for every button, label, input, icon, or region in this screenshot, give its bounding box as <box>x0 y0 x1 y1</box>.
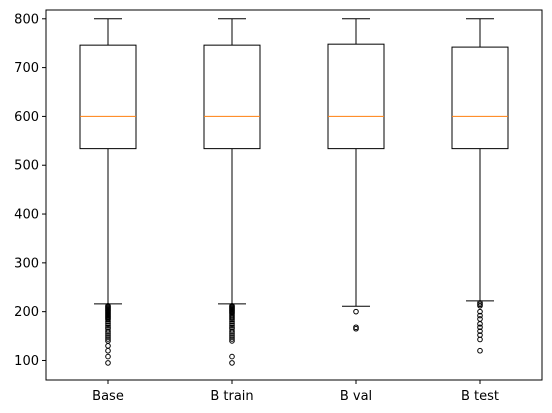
y-tick-label: 800 <box>14 12 39 27</box>
outlier-point <box>353 325 359 332</box>
outlier-point <box>229 316 235 323</box>
x-tick-label: Base <box>92 389 124 404</box>
outlier-point <box>105 336 111 342</box>
outlier-point <box>477 324 483 331</box>
iqr-box <box>203 44 261 150</box>
box-b-val <box>327 18 385 332</box>
outlier-point <box>229 353 235 360</box>
outlier-point <box>105 347 111 354</box>
outlier-point <box>105 332 111 338</box>
outlier-point <box>477 328 483 334</box>
outlier-point <box>353 308 359 315</box>
box-b-test <box>451 18 509 354</box>
outlier-point <box>477 321 483 327</box>
y-tick-label: 300 <box>14 256 39 271</box>
outlier-point <box>105 353 111 360</box>
outlier-point <box>105 318 111 325</box>
iqr-box <box>79 44 137 150</box>
outlier-point <box>229 322 235 329</box>
plot-area-frame <box>45 9 543 381</box>
boxes-layer <box>79 18 509 366</box>
x-axis: Base B train B val B test <box>92 380 499 404</box>
box-base <box>79 18 137 366</box>
outlier-point <box>229 338 235 344</box>
x-tick-label: B test <box>461 389 499 404</box>
y-tick-label: 400 <box>14 208 39 223</box>
outlier-point <box>477 308 483 315</box>
y-tick-label: 700 <box>14 61 39 76</box>
outlier-point <box>229 334 235 340</box>
outlier-point <box>477 312 483 319</box>
iqr-box <box>327 43 385 150</box>
outlier-point <box>105 316 111 323</box>
outlier-point <box>105 328 111 334</box>
outlier-point <box>229 330 235 336</box>
outlier-point <box>105 320 111 327</box>
outlier-point <box>477 303 483 309</box>
x-tick-label: B train <box>210 389 253 404</box>
x-tick-label: B val <box>340 389 372 404</box>
outlier-point <box>229 336 235 342</box>
outlier-point <box>229 332 235 338</box>
outlier-point <box>229 360 235 366</box>
y-tick-label: 200 <box>14 305 39 320</box>
outlier-point <box>229 318 235 325</box>
outlier-point <box>477 336 483 343</box>
iqr-box <box>451 46 509 150</box>
outlier-point <box>477 347 483 354</box>
outlier-point <box>105 343 111 349</box>
outlier-point <box>105 360 111 366</box>
y-axis: 100 200 300 400 500 600 700 800 <box>14 12 46 369</box>
y-tick-label: 100 <box>14 354 39 369</box>
y-tick-label: 600 <box>14 110 39 125</box>
box-b-train <box>203 18 261 366</box>
outlier-point <box>105 322 111 329</box>
outlier-point <box>229 320 235 327</box>
y-tick-label: 500 <box>14 159 39 174</box>
outlier-point <box>229 328 235 334</box>
outlier-point <box>105 330 111 336</box>
outlier-point <box>105 334 111 340</box>
